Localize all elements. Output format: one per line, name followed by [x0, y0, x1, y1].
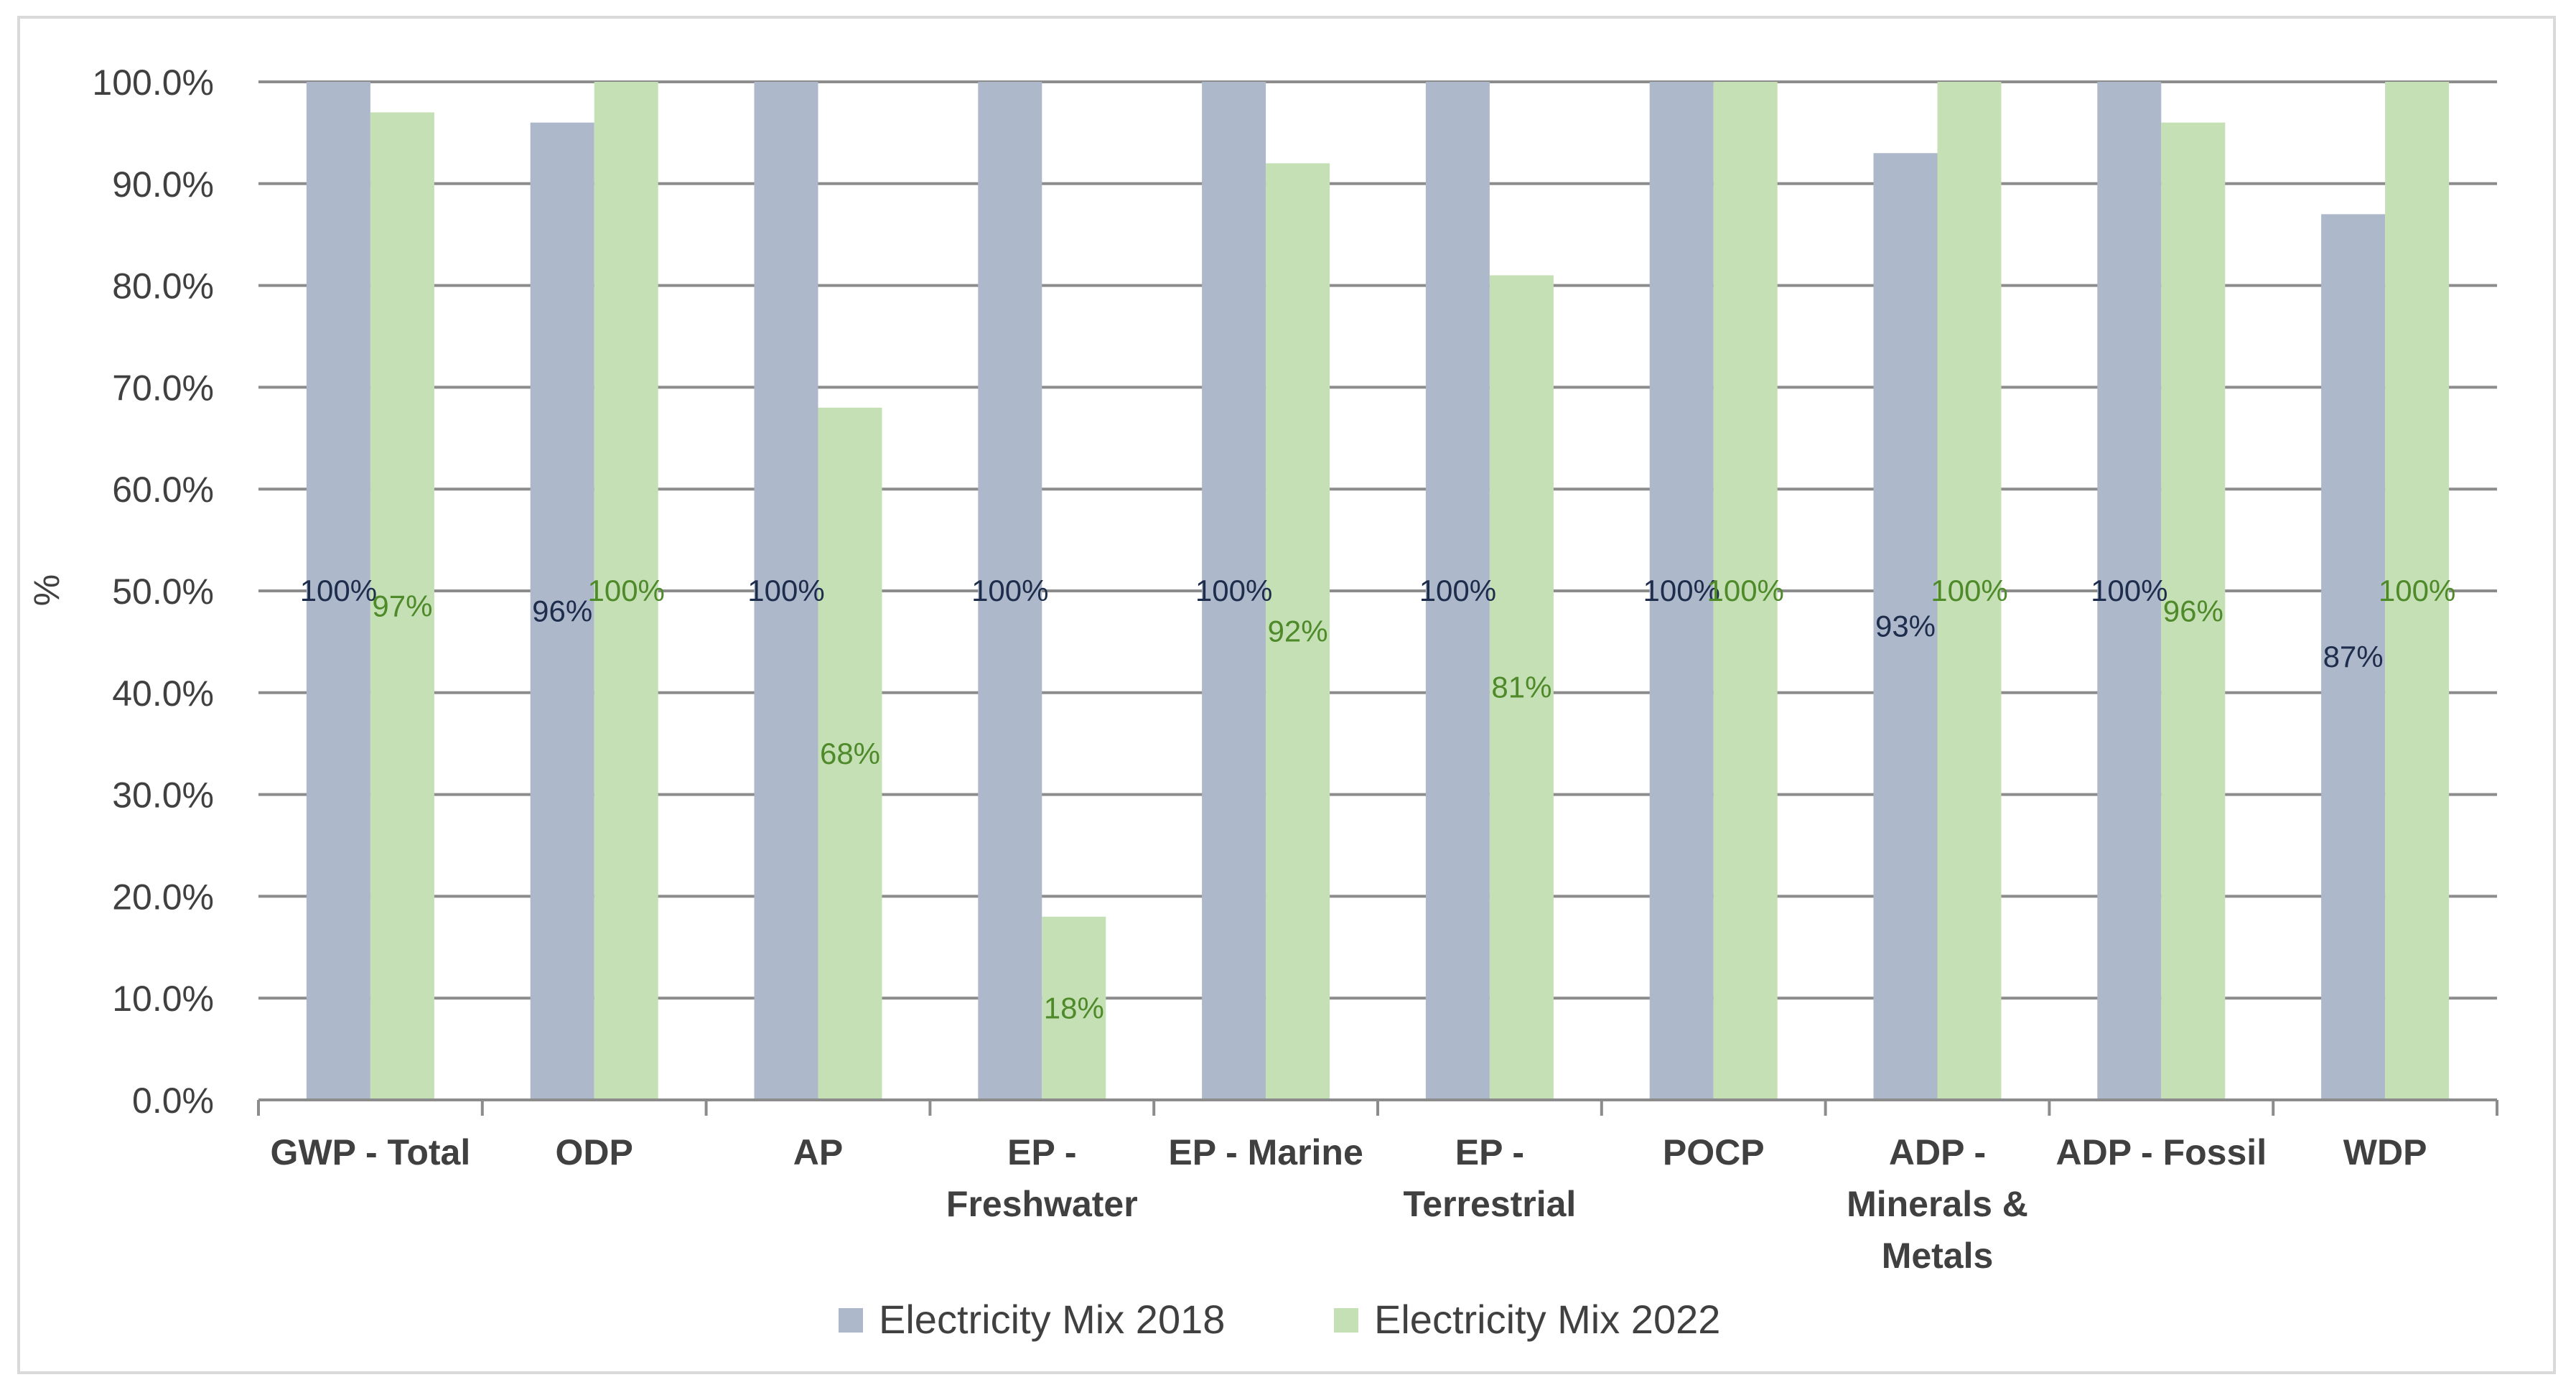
x-tick-label: EP - Marine — [1168, 1132, 1363, 1172]
bar-2018 — [978, 82, 1042, 1100]
bar-2022 — [1937, 82, 2002, 1100]
x-tick-label-line: Freshwater — [946, 1184, 1138, 1224]
data-label: 18% — [1044, 991, 1104, 1025]
x-tick-label-line: Terrestrial — [1403, 1184, 1576, 1224]
data-label: 100% — [2379, 574, 2455, 607]
y-tick-label: 70.0% — [112, 368, 214, 408]
x-tick-label: AP — [793, 1132, 843, 1172]
data-label: 100% — [300, 574, 377, 607]
y-tick-label: 40.0% — [112, 673, 214, 714]
data-label: 100% — [971, 574, 1048, 607]
x-tick-label-line: ODP — [556, 1132, 633, 1172]
bar-2022 — [1266, 163, 1330, 1101]
bar-2022 — [1042, 916, 1106, 1100]
legend-label: Electricity Mix 2018 — [879, 1297, 1225, 1342]
bar-2022 — [818, 407, 882, 1100]
x-tick-label-line: Metals — [1882, 1236, 1994, 1276]
bar-2018 — [1873, 153, 1938, 1100]
data-label: 100% — [1419, 574, 1496, 607]
y-axis-title: % — [27, 574, 67, 606]
x-tick-label-line: ADP - Fossil — [2056, 1132, 2267, 1172]
bar-2018 — [1425, 82, 1490, 1100]
y-tick-label: 20.0% — [112, 877, 214, 917]
data-label: 96% — [2163, 594, 2223, 627]
data-label: 96% — [532, 594, 592, 627]
bar-2022 — [1713, 82, 1778, 1100]
data-label: 100% — [2091, 574, 2167, 607]
x-tick-label-line: EP - — [1455, 1132, 1524, 1172]
data-labels: 100%96%100% 100% 100% 100% 100%93%100%87%97%… — [300, 574, 2456, 1025]
y-tick-label: 80.0% — [112, 266, 214, 307]
legend: Electricity Mix 2018 Electricity Mix 2022 — [839, 1297, 1720, 1342]
y-axis-ticks: 0.0% 10.0% 20.0% 30.0% 40.0% 50.0% 60.0% 70.0% 8… — [92, 62, 214, 1121]
x-tick-label-line: WDP — [2343, 1132, 2427, 1172]
y-tick-label: 100.0% — [92, 62, 214, 103]
x-tick-label-line: GWP - Total — [271, 1132, 471, 1172]
x-tick-label-line: AP — [793, 1132, 843, 1172]
bar-2018 — [530, 122, 594, 1101]
y-tick-label: 90.0% — [112, 164, 214, 205]
x-tick-label-line: ADP - — [1889, 1132, 1986, 1172]
data-label: 100% — [1643, 574, 1719, 607]
y-tick-label: 0.0% — [132, 1081, 214, 1121]
x-tick-label-line: EP - — [1007, 1132, 1076, 1172]
bar-2022 — [370, 112, 434, 1100]
legend-swatch — [1334, 1308, 1358, 1333]
y-tick-label: 30.0% — [112, 775, 214, 816]
bar-2018 — [2321, 214, 2386, 1101]
y-tick-label: 10.0% — [112, 979, 214, 1019]
x-tick-label: ADP - Minerals & Metals — [1847, 1132, 2028, 1276]
x-tick-label: ODP — [556, 1132, 633, 1172]
x-tick-label: ADP - Fossil — [2056, 1132, 2267, 1172]
bar-2018 — [306, 82, 370, 1100]
x-tick-label-line: POCP — [1663, 1132, 1765, 1172]
legend-label: Electricity Mix 2022 — [1374, 1297, 1720, 1342]
data-label: 81% — [1491, 671, 1551, 704]
data-label: 100% — [1931, 574, 2007, 607]
bar-2022 — [2385, 82, 2450, 1100]
data-label: 100% — [1195, 574, 1272, 607]
x-tick-label-line: Minerals & — [1847, 1184, 2028, 1224]
bar-2022 — [1489, 275, 1554, 1100]
legend-swatch — [839, 1308, 863, 1333]
bar-2022 — [594, 82, 658, 1100]
x-tick-label: EP - Terrestrial — [1403, 1132, 1576, 1224]
x-axis — [257, 1098, 2498, 1116]
data-label: 87% — [2323, 640, 2384, 673]
x-tick-label: GWP - Total — [271, 1132, 471, 1172]
data-label: 97% — [372, 589, 432, 622]
x-tick-label-line: EP - Marine — [1168, 1132, 1363, 1172]
bar-2022 — [2161, 122, 2226, 1101]
bar-2018 — [1649, 82, 1714, 1100]
x-tick-label: WDP — [2343, 1132, 2427, 1172]
data-label: 93% — [1875, 610, 1936, 643]
x-axis-category-labels: GWP - Total ODP AP EP - Freshwater EP - Marin… — [271, 1132, 2427, 1276]
data-label: 68% — [820, 737, 880, 770]
data-label: 100% — [1707, 574, 1783, 607]
bars — [306, 82, 2450, 1101]
bar-2018 — [2097, 82, 2162, 1100]
y-tick-label: 50.0% — [112, 571, 214, 612]
x-tick-label: POCP — [1663, 1132, 1765, 1172]
bar-2018 — [1202, 82, 1266, 1100]
y-tick-label: 60.0% — [112, 470, 214, 510]
bar-2018 — [754, 82, 818, 1100]
data-label: 100% — [747, 574, 824, 607]
data-label: 100% — [587, 574, 664, 607]
data-label: 92% — [1268, 615, 1328, 648]
x-tick-label: EP - Freshwater — [946, 1132, 1138, 1224]
